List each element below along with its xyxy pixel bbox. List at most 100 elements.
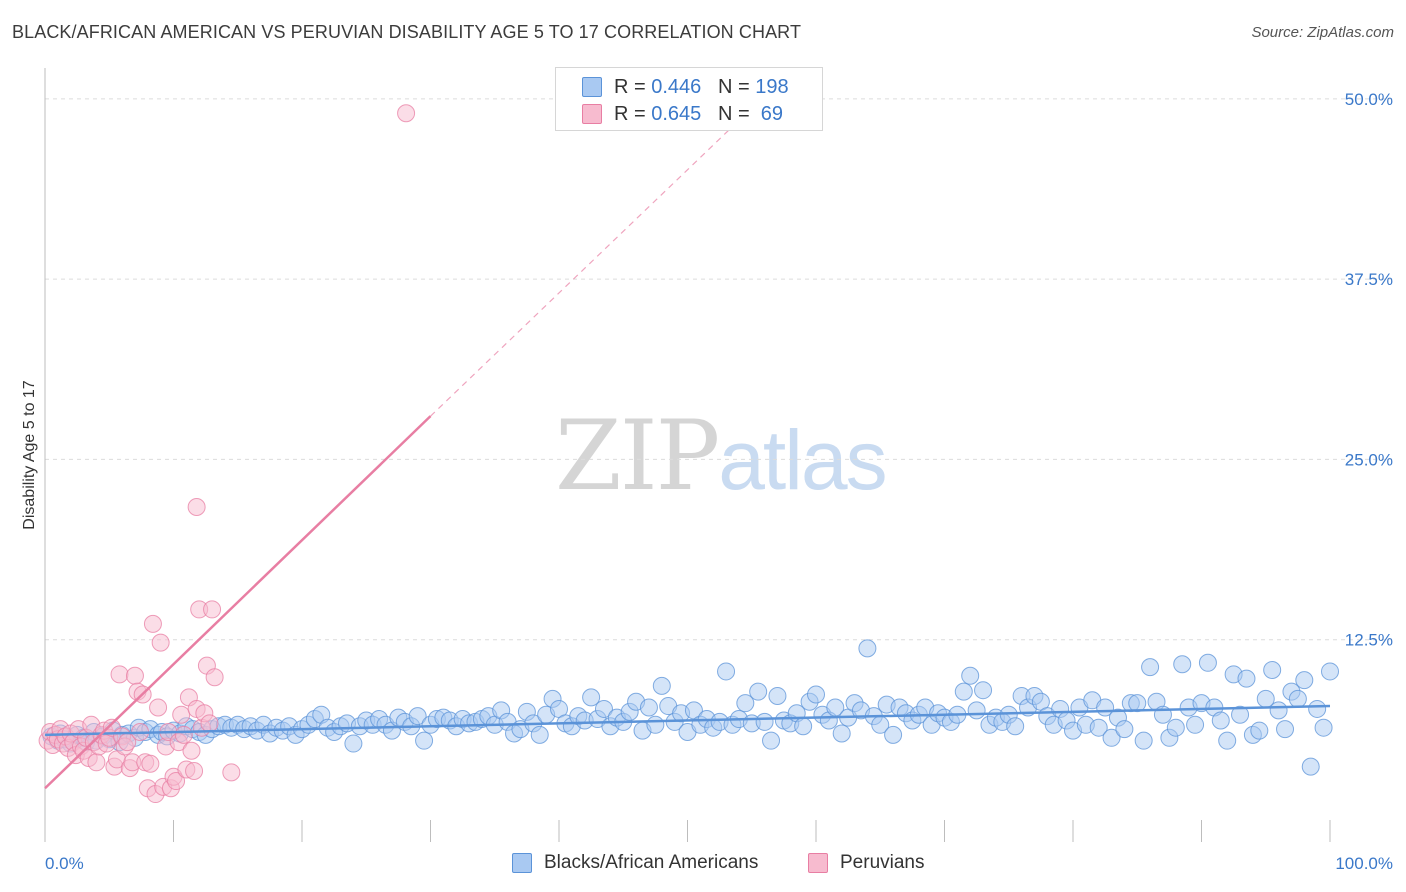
data-point-blacks <box>415 731 434 750</box>
data-point-blacks <box>1314 718 1333 737</box>
data-point-blacks <box>794 717 813 736</box>
series-swatch-blacks <box>512 853 532 873</box>
data-point-blacks <box>344 734 363 753</box>
data-point-blacks <box>974 681 993 700</box>
data-point-blacks <box>1141 658 1160 677</box>
series-legend: Blacks/African Americans Peruvians <box>0 852 1406 878</box>
trend-line-peruvians <box>44 415 432 790</box>
data-point-peruvians <box>167 772 186 791</box>
y-tick-label: 12.5% <box>1345 631 1393 650</box>
legend-n-value: 69 <box>755 102 784 125</box>
data-point-blacks <box>884 725 903 744</box>
data-point-blacks <box>1166 718 1185 737</box>
data-point-blacks <box>1231 705 1250 724</box>
legend-r-value: 0.645 <box>651 102 702 125</box>
data-point-peruvians <box>185 761 204 780</box>
legend-text-blacks: R = 0.446 N = 198 <box>614 76 789 99</box>
legend-n-label: N = <box>717 75 756 98</box>
data-point-blacks <box>1102 728 1121 747</box>
data-point-peruvians <box>203 600 222 619</box>
data-point-blacks <box>1295 671 1314 690</box>
legend-text-peruvians: R = 0.645 N = 69 <box>614 103 783 126</box>
data-point-blacks <box>1198 653 1217 672</box>
data-point-blacks <box>1006 717 1025 736</box>
x-tick-label: 0.0% <box>45 854 84 873</box>
data-point-blacks <box>961 666 980 685</box>
data-point-peruvians <box>87 753 106 772</box>
data-point-blacks <box>1308 699 1327 718</box>
correlation-legend: R = 0.446 N = 198 R = 0.645 N = 69 <box>555 67 823 131</box>
data-point-peruvians <box>172 705 191 724</box>
trend-line-blacks <box>44 704 1331 737</box>
data-point-blacks <box>1276 720 1295 739</box>
data-point-blacks <box>1115 720 1134 739</box>
data-point-blacks <box>954 682 973 701</box>
legend-swatch-peruvians <box>582 104 602 124</box>
legend-r-value: 0.446 <box>651 75 702 98</box>
y-tick-label: 25.0% <box>1345 450 1393 469</box>
data-point-blacks <box>832 724 851 743</box>
series-legend-peruvians[interactable]: Peruvians <box>808 852 925 874</box>
data-point-blacks <box>749 682 768 701</box>
data-point-peruvians <box>110 665 129 684</box>
legend-n-label: N = <box>717 102 756 125</box>
data-point-blacks <box>1250 721 1269 740</box>
data-point-blacks <box>1128 694 1147 713</box>
data-point-blacks <box>582 688 601 707</box>
watermark-zip: ZIP <box>555 400 720 512</box>
data-point-peruvians <box>174 725 193 744</box>
data-point-blacks <box>762 731 781 750</box>
legend-n-value: 198 <box>755 75 789 98</box>
data-point-peruvians <box>149 698 168 717</box>
data-point-blacks <box>639 698 658 717</box>
series-label-peruvians: Peruvians <box>840 852 925 873</box>
data-point-blacks <box>967 701 986 720</box>
data-point-blacks <box>408 707 427 726</box>
data-point-peruvians <box>125 666 144 685</box>
series-swatch-peruvians <box>808 853 828 873</box>
y-tick-label: 37.5% <box>1345 270 1393 289</box>
data-point-blacks <box>1089 718 1108 737</box>
data-point-blacks <box>717 662 736 681</box>
data-point-peruvians <box>182 741 201 760</box>
data-point-peruvians <box>151 633 170 652</box>
data-point-blacks <box>807 685 825 704</box>
data-point-peruvians <box>200 714 219 733</box>
data-point-blacks <box>1186 715 1205 734</box>
data-point-blacks <box>1211 711 1230 730</box>
series-legend-blacks[interactable]: Blacks/African Americans <box>512 852 758 874</box>
data-point-blacks <box>1321 662 1339 681</box>
trend-line-extension-peruvians <box>430 120 740 417</box>
data-point-blacks <box>1301 757 1320 776</box>
y-tick-label: 50.0% <box>1345 90 1393 109</box>
series-label-blacks: Blacks/African Americans <box>544 852 759 873</box>
data-point-blacks <box>1173 655 1192 674</box>
data-point-blacks <box>736 694 755 713</box>
data-point-blacks <box>858 639 877 658</box>
data-point-blacks <box>1134 731 1153 750</box>
legend-swatch-blacks <box>582 77 602 97</box>
source-label: Source: ZipAtlas.com <box>1251 24 1394 41</box>
data-point-blacks <box>1263 661 1282 679</box>
chart-title: BLACK/AFRICAN AMERICAN VS PERUVIAN DISAB… <box>12 22 802 42</box>
data-point-blacks <box>1218 731 1237 750</box>
data-point-peruvians <box>141 754 160 773</box>
watermark: ZIPatlas <box>555 400 888 512</box>
legend-r-label: R = <box>614 75 652 98</box>
data-point-blacks <box>530 725 549 744</box>
data-point-blacks <box>594 699 613 718</box>
data-point-blacks <box>1237 669 1256 688</box>
data-point-peruvians <box>143 614 162 633</box>
data-point-blacks <box>1288 689 1307 708</box>
data-point-peruvians <box>187 498 206 517</box>
data-point-peruvians <box>205 668 224 687</box>
data-point-blacks <box>755 712 774 731</box>
data-point-blacks <box>652 676 671 695</box>
data-point-blacks <box>1269 701 1288 720</box>
watermark-atlas: atlas <box>718 413 887 507</box>
data-point-blacks <box>646 715 665 734</box>
x-tick-label: 100.0% <box>1335 854 1393 873</box>
legend-r-label: R = <box>614 102 652 125</box>
data-point-blacks <box>768 686 787 705</box>
